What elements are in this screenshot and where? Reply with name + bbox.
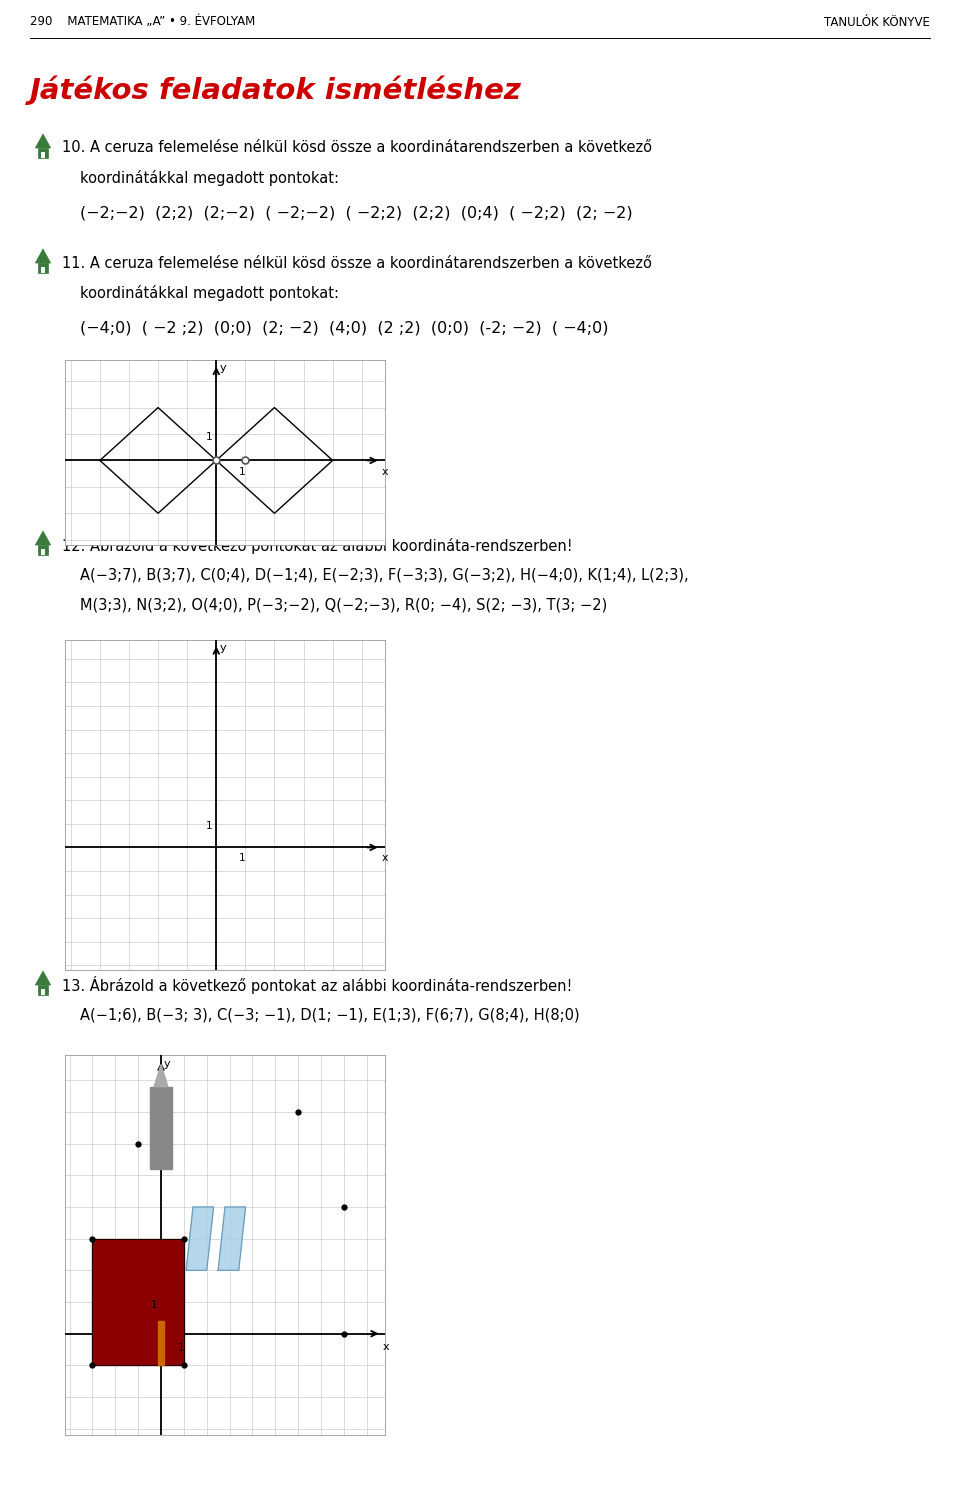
Polygon shape <box>36 531 51 545</box>
Text: x: x <box>382 854 389 863</box>
Bar <box>41 267 45 273</box>
Text: 1: 1 <box>239 467 246 477</box>
Polygon shape <box>150 1087 173 1169</box>
Text: y: y <box>164 1058 170 1069</box>
Text: 1: 1 <box>206 821 213 832</box>
Bar <box>37 545 48 555</box>
Polygon shape <box>218 1207 246 1270</box>
Text: 13. Ábrázold a következő pontokat az alábbi koordináta-rendszerben!: 13. Ábrázold a következő pontokat az alá… <box>62 976 572 994</box>
Polygon shape <box>155 1064 168 1087</box>
Bar <box>41 152 45 158</box>
Polygon shape <box>157 1321 164 1366</box>
Bar <box>37 985 48 995</box>
Text: 1: 1 <box>152 1300 158 1310</box>
Text: 1: 1 <box>239 854 246 863</box>
Text: x: x <box>382 467 389 477</box>
Bar <box>41 549 45 555</box>
Text: 11. A ceruza felemelése nélkül kösd össze a koordinátarendszerben a következő: 11. A ceruza felemelése nélkül kösd össz… <box>62 255 652 270</box>
Text: x: x <box>383 1342 390 1351</box>
Polygon shape <box>186 1207 213 1270</box>
Text: (−2;−2)  (2;2)  (2;−2)  ( −2;−2)  ( −2;2)  (2;2)  (0;4)  ( −2;2)  (2; −2): (−2;−2) (2;2) (2;−2) ( −2;−2) ( −2;2) (2… <box>80 206 633 221</box>
Text: 12. Ábrázold a következő pontokat az alábbi koordináta-rendszerben!: 12. Ábrázold a következő pontokat az alá… <box>62 536 572 554</box>
Text: 1: 1 <box>179 1342 185 1352</box>
Text: A(−3;7), B(3;7), C(0;4), D(−1;4), E(−2;3), F(−3;3), G(−3;2), H(−4;0), K(1;4), L(: A(−3;7), B(3;7), C(0;4), D(−1;4), E(−2;3… <box>80 567 688 582</box>
Bar <box>37 149 48 158</box>
Polygon shape <box>36 249 51 263</box>
Text: y: y <box>220 642 227 653</box>
Text: 10. A ceruza felemelése nélkül kösd össze a koordinátarendszerben a következő: 10. A ceruza felemelése nélkül kösd össz… <box>62 141 652 156</box>
Text: koordinátákkal megadott pontokat:: koordinátákkal megadott pontokat: <box>80 285 339 302</box>
Polygon shape <box>36 971 51 985</box>
Polygon shape <box>36 134 51 149</box>
Text: y: y <box>220 363 227 374</box>
Text: 1: 1 <box>206 432 213 441</box>
Text: A(−1;6), B(−3; 3), C(−3; −1), D(1; −1), E(1;3), F(6;7), G(8;4), H(8;0): A(−1;6), B(−3; 3), C(−3; −1), D(1; −1), … <box>80 1007 580 1022</box>
Polygon shape <box>92 1238 184 1366</box>
Text: 1: 1 <box>179 1342 185 1351</box>
Bar <box>41 989 45 995</box>
Text: (−4;0)  ( −2 ;2)  (0;0)  (2; −2)  (4;0)  (2 ;2)  (0;0)  (-2; −2)  ( −4;0): (−4;0) ( −2 ;2) (0;0) (2; −2) (4;0) (2 ;… <box>80 321 609 336</box>
Bar <box>37 263 48 273</box>
Text: 1: 1 <box>151 1300 157 1310</box>
Text: 290    MATEMATIKA „A” • 9. ÉVFOLYAM: 290 MATEMATIKA „A” • 9. ÉVFOLYAM <box>30 15 255 29</box>
Text: Játékos feladatok ismétléshez: Játékos feladatok ismétléshez <box>30 75 522 105</box>
Text: TANULÓK KÖNYVE: TANULÓK KÖNYVE <box>824 15 930 29</box>
Text: M(3;3), N(3;2), O(4;0), P(−3;−2), Q(−2;−3), R(0; −4), S(2; −3), T(3; −2): M(3;3), N(3;2), O(4;0), P(−3;−2), Q(−2;−… <box>80 597 608 612</box>
Text: koordinátákkal megadott pontokat:: koordinátákkal megadott pontokat: <box>80 170 339 186</box>
